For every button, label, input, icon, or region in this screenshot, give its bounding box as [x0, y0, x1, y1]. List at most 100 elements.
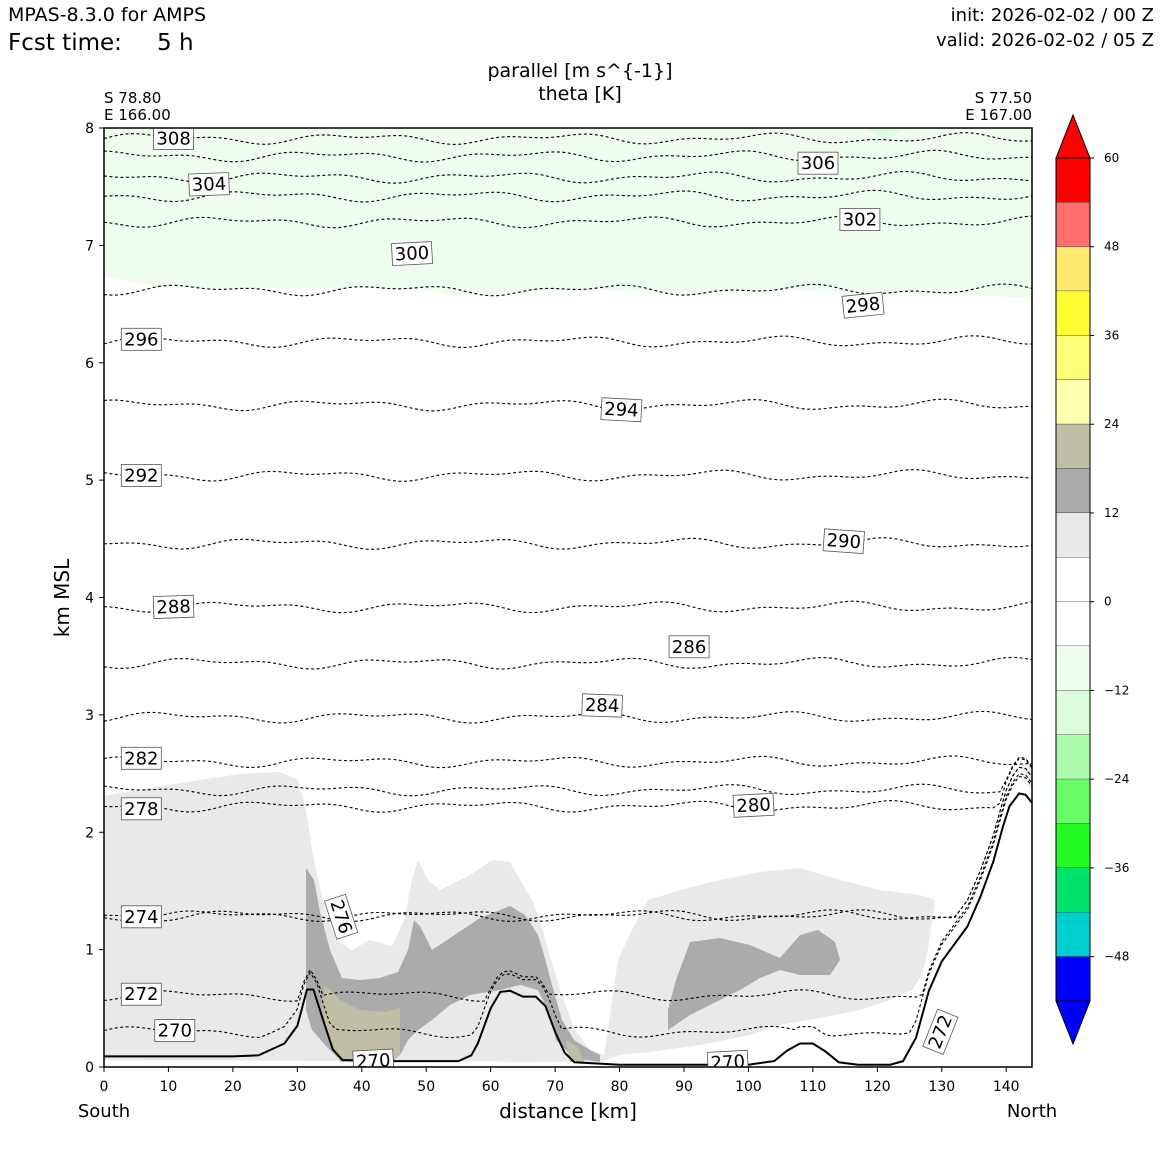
colorbar-bin [1056, 956, 1090, 1001]
x-tick-label: 120 [864, 1079, 891, 1095]
contour-label-290: 290 [822, 528, 865, 554]
contour-label-272: 272 [120, 982, 162, 1006]
shade-olive [322, 985, 400, 1062]
theta-contour-278 [104, 757, 1032, 813]
x-tick-label: 110 [800, 1079, 827, 1095]
svg-text:290: 290 [826, 530, 862, 553]
svg-text:286: 286 [672, 637, 706, 658]
colorbar-bin [1056, 291, 1090, 336]
theta-contours [104, 132, 1032, 1039]
svg-text:272: 272 [124, 984, 158, 1005]
init-time: init: 2026-02-02 / 00 Z [950, 5, 1154, 26]
x-axis-label: distance [km] [499, 1099, 637, 1123]
x-tick-label: 90 [675, 1079, 693, 1095]
colorbar-tick-label: −36 [1104, 861, 1129, 875]
contour-label-304: 304 [188, 172, 230, 197]
y-tick-label: 0 [85, 1060, 94, 1076]
svg-text:274: 274 [124, 907, 158, 928]
y-tick-label: 2 [85, 825, 94, 841]
svg-text:304: 304 [191, 174, 226, 196]
svg-text:270: 270 [356, 1050, 391, 1073]
chart-title-line2: theta [K] [538, 83, 622, 105]
contour-labels: 308 306 304 302 300 298 296 294 292 290 288 286 284 2… [120, 128, 959, 1074]
theta-contour-286 [104, 656, 1032, 670]
contour-label-270: 270 [706, 1049, 749, 1074]
shade-olive-small [566, 1040, 585, 1062]
x-tick-label: 70 [546, 1079, 564, 1095]
colorbar-bin [1056, 601, 1090, 647]
model-title: MPAS-8.3.0 for AMPS [8, 4, 207, 26]
north-label: North [1006, 1101, 1058, 1122]
x-tick-label: 20 [224, 1079, 242, 1095]
contour-label-298: 298 [841, 291, 885, 319]
x-tick-label: 50 [417, 1079, 435, 1095]
contour-label-270: 270 [352, 1048, 395, 1073]
theta-contour-300 [104, 215, 1032, 229]
contour-label-274: 274 [120, 905, 162, 929]
colorbar-tick-label: 60 [1104, 151, 1119, 165]
shade-green-small [868, 128, 904, 136]
theta-contour-276 [104, 766, 1032, 922]
theta-contour-292 [104, 469, 1032, 482]
theta-contour-290 [104, 537, 1032, 550]
y-tick-label: 5 [85, 473, 94, 489]
theta-contour-284 [104, 710, 1032, 724]
colorbar-bin [1056, 646, 1090, 691]
colorbar-bin [1056, 424, 1090, 469]
svg-text:270: 270 [158, 1021, 192, 1042]
y-tick-label: 1 [85, 943, 94, 959]
contour-label-284: 284 [581, 693, 623, 718]
svg-text:292: 292 [124, 465, 158, 486]
colorbar-bin [1056, 246, 1090, 292]
colorbar-tick-label: 0 [1104, 595, 1112, 609]
svg-text:270: 270 [710, 1051, 745, 1074]
contour-label-278: 278 [120, 797, 162, 821]
theta-contour-302 [104, 189, 1032, 203]
colorbar-bin [1056, 823, 1090, 868]
x-tick-label: 60 [482, 1079, 500, 1095]
colorbar-bin [1056, 379, 1090, 425]
colorbar-under-arrow [1055, 1000, 1091, 1046]
x-tick-label: 140 [993, 1079, 1020, 1095]
svg-text:308: 308 [156, 129, 190, 150]
contour-label-292: 292 [120, 463, 162, 487]
end-lon: E 167.00 [965, 106, 1032, 124]
theta-contour-304 [104, 170, 1032, 184]
theta-contour-280 [104, 756, 1032, 797]
contour-label-294: 294 [600, 397, 643, 423]
x-tick-label: 40 [353, 1079, 371, 1095]
colorbar-bin [1056, 158, 1090, 203]
theta-contour-274 [104, 766, 1032, 922]
colorbar-bin [1056, 690, 1090, 735]
valid-time: valid: 2026-02-02 / 05 Z [936, 30, 1154, 51]
svg-text:284: 284 [585, 695, 620, 717]
colorbar-tick-label: 36 [1104, 328, 1119, 342]
colorbar-frame [1055, 157, 1091, 1002]
theta-contour-308 [104, 132, 1032, 145]
x-tick-label: 10 [160, 1079, 178, 1095]
svg-text:288: 288 [156, 596, 191, 618]
svg-text:294: 294 [604, 399, 639, 422]
end-lat: S 77.50 [974, 89, 1032, 107]
svg-text:298: 298 [845, 293, 881, 317]
contour-label-272: 272 [922, 1008, 959, 1055]
colorbar-bin [1056, 867, 1090, 913]
colorbar-tick-label: −48 [1104, 950, 1129, 964]
svg-text:300: 300 [394, 243, 429, 266]
theta-contour-296 [104, 335, 1032, 348]
colorbar-bin [1056, 734, 1090, 780]
x-tick-label: 100 [735, 1079, 762, 1095]
x-tick-label: 80 [611, 1079, 629, 1095]
y-tick-label: 6 [85, 356, 94, 372]
wind-shading [104, 128, 1032, 1062]
colorbar-bin [1056, 912, 1090, 957]
colorbar-bin [1056, 557, 1090, 602]
x-tick-label: 30 [288, 1079, 306, 1095]
chart-title-line1: parallel [m s^{-1}] [487, 60, 673, 82]
theta-contour-306 [104, 149, 1032, 163]
x-tick-label: 0 [100, 1079, 109, 1095]
colorbar: 60 48 36 24 12 0 −12 −24 −36 −48 [1055, 113, 1129, 1046]
svg-text:306: 306 [801, 153, 835, 174]
svg-text:296: 296 [124, 329, 158, 350]
